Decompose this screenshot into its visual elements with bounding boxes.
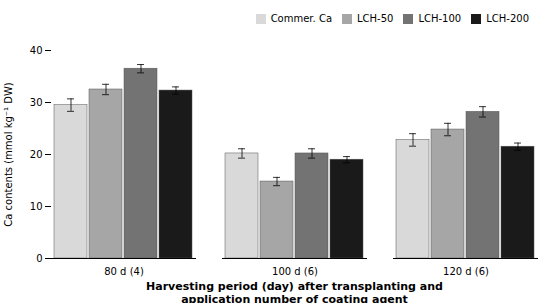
html-text:LCH-100: LCH-100 <box>418 13 462 24</box>
html-text:LCH-50: LCH-50 <box>357 13 394 24</box>
svg-text:20: 20 <box>30 149 43 160</box>
svg-text:40: 40 <box>30 45 43 56</box>
svg-text:100 d (6): 100 d (6) <box>272 266 318 277</box>
svg-text:120 d (6): 120 d (6) <box>443 266 489 277</box>
svg-text:0: 0 <box>36 253 42 264</box>
html-text:Commer. Ca: Commer. Ca <box>270 13 332 24</box>
html-text:LCH-200: LCH-200 <box>486 13 529 24</box>
svg-text:30: 30 <box>30 97 43 108</box>
svg-text:Ca contents (mmol kg⁻¹ DW): Ca contents (mmol kg⁻¹ DW) <box>3 82 14 227</box>
svg-text:10: 10 <box>30 201 43 212</box>
svg-text:80 d (4): 80 d (4) <box>104 266 144 277</box>
